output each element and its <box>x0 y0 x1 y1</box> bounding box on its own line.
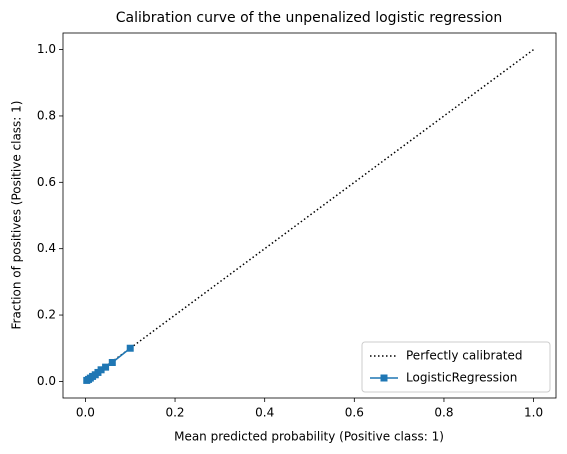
y-tick-label: 0.4 <box>37 241 56 255</box>
legend-label: Perfectly calibrated <box>406 349 523 363</box>
marker <box>102 363 110 371</box>
x-tick-label: 0.8 <box>434 406 453 420</box>
x-axis-label: Mean predicted probability (Positive cla… <box>174 430 444 444</box>
legend-marker <box>380 374 388 382</box>
marker <box>126 344 134 352</box>
x-tick-label: 0.2 <box>165 406 184 420</box>
y-tick-label: 0.0 <box>37 374 56 388</box>
y-tick-label: 0.8 <box>37 108 56 122</box>
legend-box <box>361 341 551 393</box>
y-tick-label: 0.2 <box>37 308 56 322</box>
legend-label: LogisticRegression <box>406 371 517 385</box>
x-tick-label: 0.0 <box>76 406 95 420</box>
marker <box>97 366 105 374</box>
x-tick-label: 0.4 <box>255 406 274 420</box>
chart-title: Calibration curve of the unpenalized log… <box>116 10 502 26</box>
series-line <box>84 48 535 383</box>
x-tick-label: 1.0 <box>524 406 543 420</box>
x-tick-label: 0.6 <box>345 406 364 420</box>
y-axis-label: Fraction of positives (Positive class: 1… <box>10 101 24 330</box>
marker <box>108 358 116 366</box>
plot-frame <box>62 32 557 399</box>
y-tick-label: 1.0 <box>37 42 56 56</box>
y-tick-label: 0.6 <box>37 175 56 189</box>
